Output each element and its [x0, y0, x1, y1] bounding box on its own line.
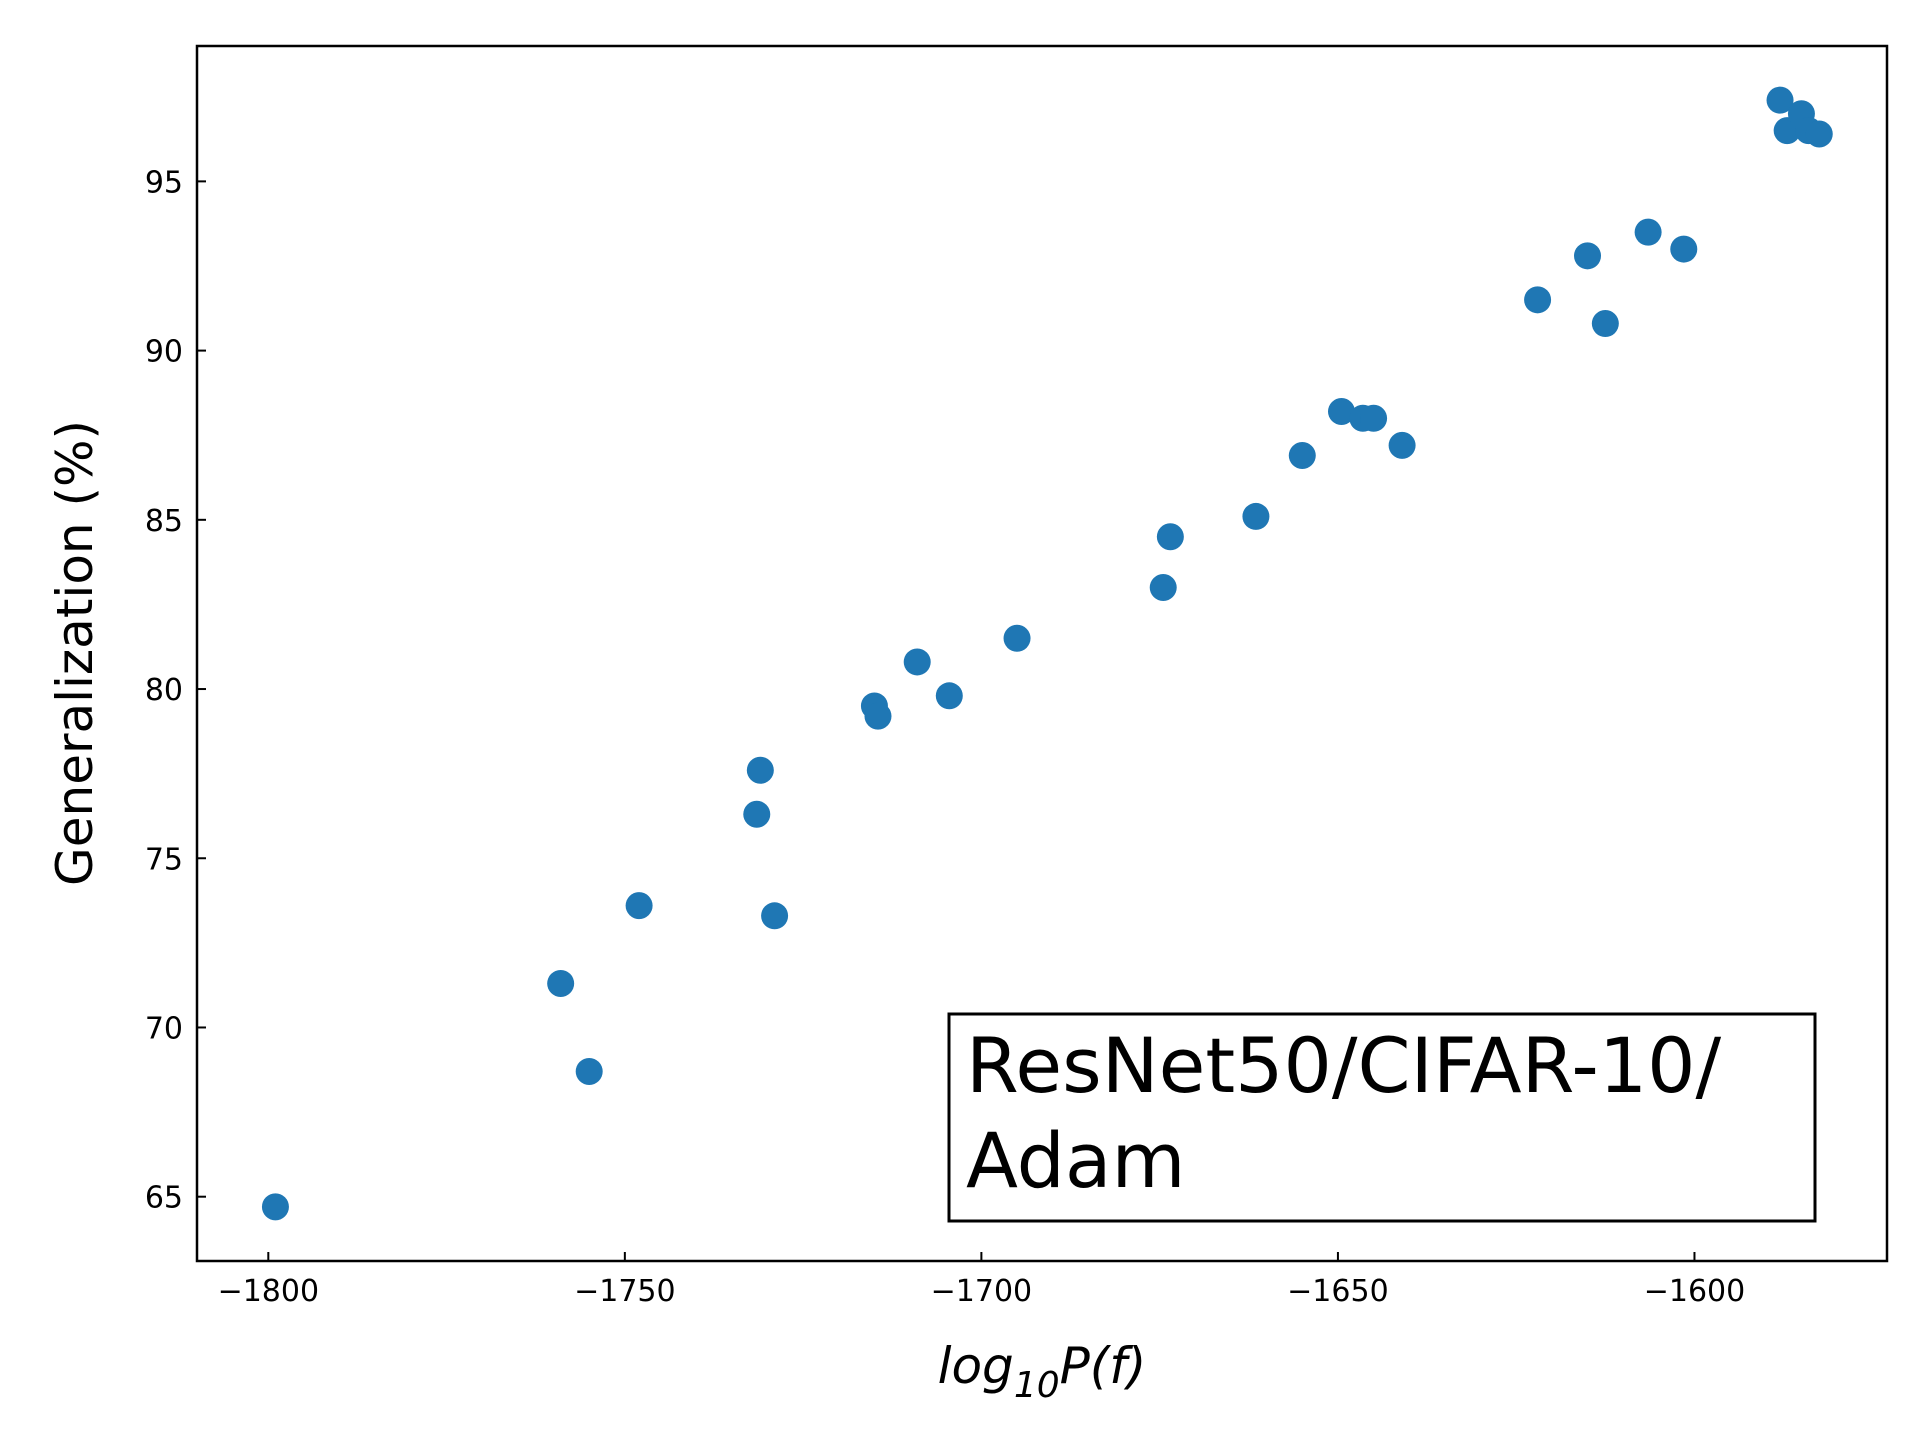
data-points — [261, 86, 1833, 1221]
legend-frame — [947, 1012, 1817, 1223]
y-tick-label: 85 — [145, 504, 183, 539]
data-point — [743, 800, 771, 828]
data-point — [1524, 286, 1552, 314]
y-tick-label: 95 — [145, 165, 183, 200]
legend-box: ResNet50/CIFAR-10/ Adam — [947, 1012, 1817, 1223]
data-point — [1591, 310, 1619, 338]
y-tick-label: 65 — [145, 1181, 183, 1216]
data-point — [1574, 242, 1602, 270]
plot-frame — [195, 44, 1889, 1263]
x-axis-label-base: log — [938, 1337, 1014, 1395]
y-axis-label: Generalization (%) — [46, 420, 104, 886]
data-point — [1156, 523, 1184, 551]
data-point — [1003, 624, 1031, 652]
data-point — [1327, 398, 1355, 426]
y-tick-label: 75 — [145, 842, 183, 877]
data-point — [746, 756, 774, 784]
x-tick-label: −1750 — [574, 1274, 675, 1309]
data-point — [1805, 120, 1833, 148]
data-point — [1766, 86, 1794, 114]
data-point — [1242, 502, 1270, 530]
data-point — [903, 648, 931, 676]
x-tick-label: −1650 — [1287, 1274, 1388, 1309]
data-point — [864, 702, 892, 730]
x-tick-label: −1800 — [218, 1274, 319, 1309]
data-point — [935, 682, 963, 710]
data-point — [261, 1193, 289, 1221]
x-axis-label-subscript: 10 — [1014, 1365, 1060, 1406]
x-axis-ticks: −1800 −1750 −1700 −1650 −1600 — [218, 1252, 1745, 1309]
legend-line-1: ResNet50/CIFAR-10/ — [966, 1021, 1722, 1110]
data-point — [1388, 431, 1416, 459]
data-point — [1149, 574, 1177, 602]
data-point — [547, 969, 575, 997]
x-axis-label: log10P(f) — [938, 1337, 1147, 1406]
x-tick-label: −1700 — [931, 1274, 1032, 1309]
data-point — [1670, 235, 1698, 263]
x-tick-label: −1600 — [1644, 1274, 1745, 1309]
x-axis-label-rest: P(f) — [1060, 1337, 1147, 1395]
y-tick-label: 90 — [145, 335, 183, 370]
data-point — [625, 892, 653, 920]
y-axis-ticks: 65 70 75 80 85 90 95 — [145, 165, 206, 1216]
y-tick-label: 70 — [145, 1011, 183, 1046]
data-point — [1288, 442, 1316, 470]
data-point — [761, 902, 789, 930]
legend-line-2: Adam — [966, 1116, 1186, 1205]
data-point — [1360, 404, 1388, 432]
data-point — [575, 1057, 603, 1085]
y-tick-label: 80 — [145, 673, 183, 708]
data-point — [1634, 218, 1662, 246]
